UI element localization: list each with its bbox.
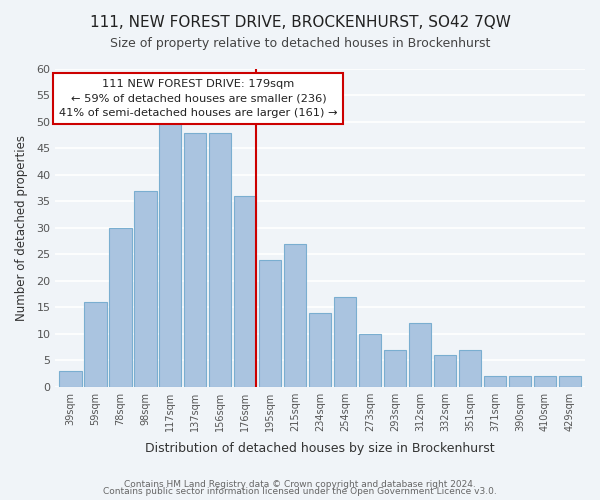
Text: 111, NEW FOREST DRIVE, BROCKENHURST, SO42 7QW: 111, NEW FOREST DRIVE, BROCKENHURST, SO4… xyxy=(89,15,511,30)
Text: Size of property relative to detached houses in Brockenhurst: Size of property relative to detached ho… xyxy=(110,38,490,51)
Bar xyxy=(234,196,256,386)
Bar xyxy=(459,350,481,387)
Bar xyxy=(134,191,157,386)
Bar xyxy=(59,371,82,386)
Bar xyxy=(559,376,581,386)
Bar xyxy=(109,228,131,386)
Bar xyxy=(359,334,382,386)
Bar xyxy=(334,296,356,386)
Bar xyxy=(209,132,232,386)
Text: Contains public sector information licensed under the Open Government Licence v3: Contains public sector information licen… xyxy=(103,487,497,496)
Y-axis label: Number of detached properties: Number of detached properties xyxy=(15,135,28,321)
Bar xyxy=(484,376,506,386)
Bar xyxy=(409,323,431,386)
Bar xyxy=(309,312,331,386)
Bar xyxy=(534,376,556,386)
Bar xyxy=(434,355,457,386)
Text: 111 NEW FOREST DRIVE: 179sqm
← 59% of detached houses are smaller (236)
41% of s: 111 NEW FOREST DRIVE: 179sqm ← 59% of de… xyxy=(59,78,338,118)
Bar xyxy=(84,302,107,386)
Bar xyxy=(284,244,307,386)
X-axis label: Distribution of detached houses by size in Brockenhurst: Distribution of detached houses by size … xyxy=(145,442,495,455)
Bar xyxy=(159,122,181,386)
Bar xyxy=(259,260,281,386)
Text: Contains HM Land Registry data © Crown copyright and database right 2024.: Contains HM Land Registry data © Crown c… xyxy=(124,480,476,489)
Bar xyxy=(384,350,406,387)
Bar xyxy=(184,132,206,386)
Bar xyxy=(509,376,531,386)
